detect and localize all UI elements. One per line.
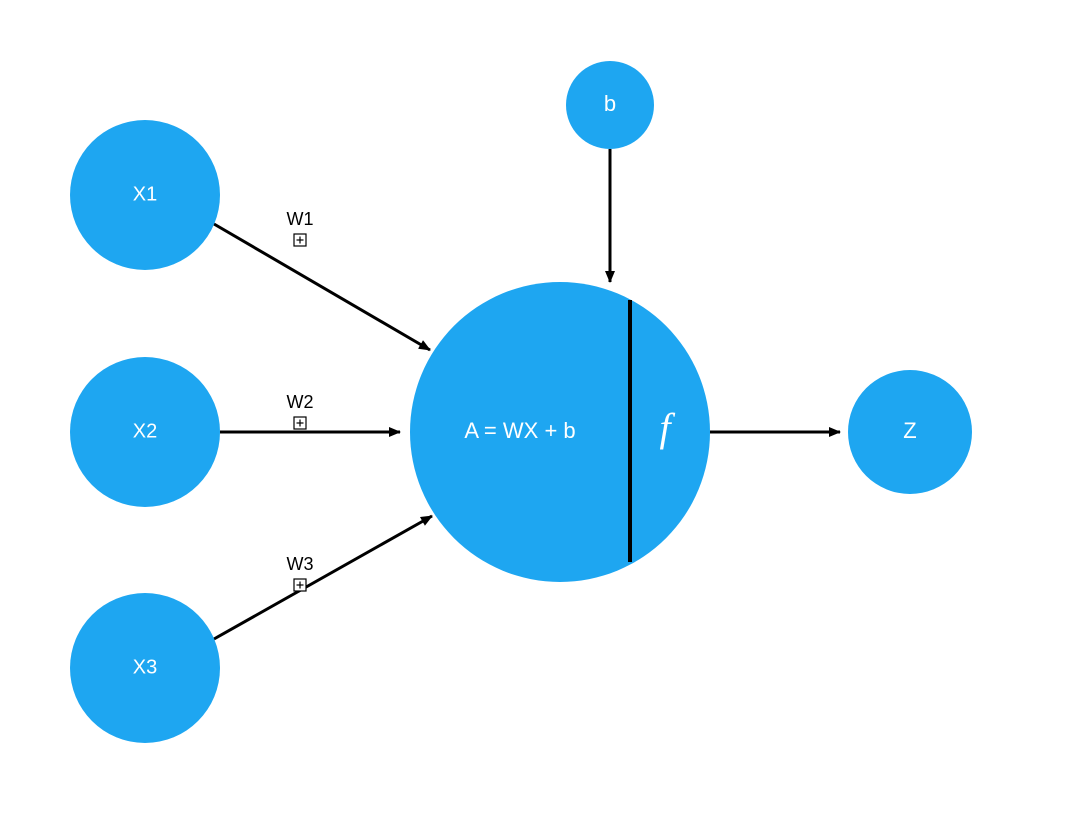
node-x2-label: X2 — [133, 420, 157, 442]
node-b-label: b — [604, 91, 616, 116]
edge-labels-group: W1 W2 W3 — [287, 209, 314, 591]
edge-label-w3: W3 — [287, 554, 314, 574]
edge-x3-neuron — [214, 516, 432, 639]
node-x1-label: X1 — [133, 183, 157, 205]
plus-box-w3 — [294, 579, 306, 591]
plus-box-w2 — [294, 417, 306, 429]
node-z-label: Z — [903, 418, 916, 443]
edge-label-w1: W1 — [287, 209, 314, 229]
node-x3-label: X3 — [133, 656, 157, 678]
nodes-group: X1 X2 X3 b A = WX + b f Z — [70, 61, 972, 743]
neuron-diagram: W1 W2 W3 X1 X2 X3 b — [0, 0, 1084, 828]
edge-x1-neuron — [214, 224, 430, 350]
edge-label-w2: W2 — [287, 392, 314, 412]
neuron-equation-label: A = WX + b — [464, 418, 575, 443]
plus-box-w1 — [294, 234, 306, 246]
